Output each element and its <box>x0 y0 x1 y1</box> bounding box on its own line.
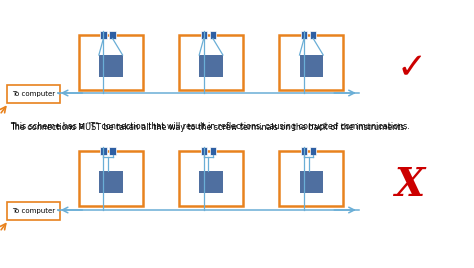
Bar <box>300 171 323 193</box>
Text: This scheme has a "T" connection that will result in reflections, causing corrup: This scheme has a "T" connection that wi… <box>10 122 410 131</box>
Bar <box>7 202 60 220</box>
Bar <box>179 35 243 90</box>
Bar <box>280 35 343 90</box>
Bar <box>210 31 216 39</box>
Bar <box>301 31 307 39</box>
Bar <box>280 151 343 206</box>
Bar <box>79 35 143 90</box>
Bar <box>100 31 107 39</box>
Bar <box>100 147 107 154</box>
Bar <box>301 147 307 154</box>
Text: The connections MUST be taken all the way to the screw terminals on the back of : The connections MUST be taken all the wa… <box>10 123 407 132</box>
Bar <box>99 55 123 77</box>
Bar <box>310 147 316 154</box>
Bar <box>79 151 143 206</box>
Bar <box>310 31 316 39</box>
Text: To computer: To computer <box>12 91 55 97</box>
Bar <box>201 31 207 39</box>
Text: To computer: To computer <box>12 208 55 214</box>
Bar <box>199 171 223 193</box>
Bar <box>109 147 116 154</box>
Bar <box>300 55 323 77</box>
Bar <box>199 55 223 77</box>
Bar <box>179 151 243 206</box>
Bar <box>7 85 60 103</box>
Text: X: X <box>394 166 424 204</box>
Text: ✓: ✓ <box>397 51 427 85</box>
Bar <box>201 147 207 154</box>
Bar <box>210 147 216 154</box>
Bar <box>99 171 123 193</box>
Bar <box>109 31 116 39</box>
